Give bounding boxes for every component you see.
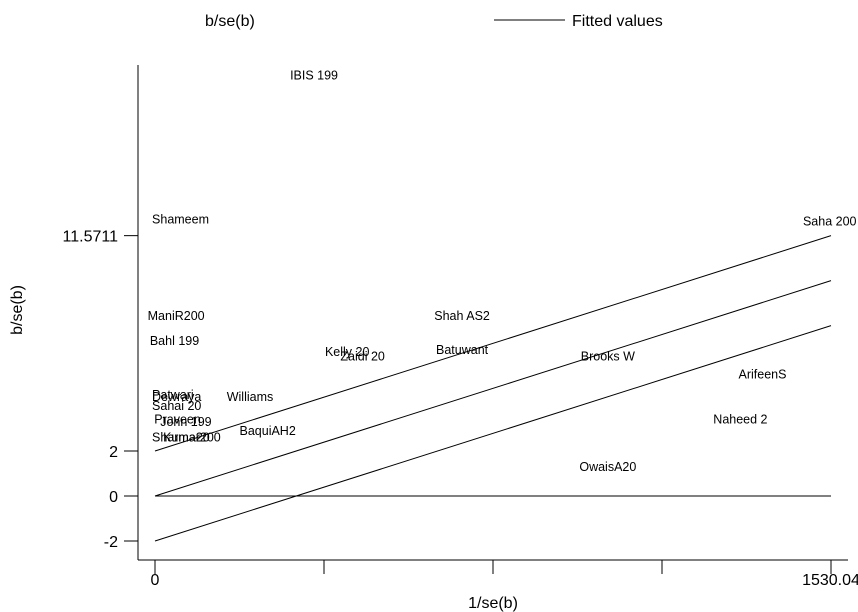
study-label: OwaisA20: [579, 460, 636, 474]
study-label: John 199: [160, 415, 211, 429]
study-label: BaquiAH2: [240, 424, 296, 438]
y-tick-label: 2: [109, 444, 118, 461]
study-label: IBIS 199: [290, 68, 338, 82]
fitted-lines: [154, 235, 832, 542]
x-axis-ticks: 0 1530.04: [151, 560, 858, 589]
study-label: Sharma20: [152, 431, 210, 445]
study-label: Shah AS2: [434, 309, 490, 323]
x-tick-label: 1530.04: [802, 572, 858, 589]
study-label: Naheed 2: [713, 413, 767, 427]
study-label: Dewraya: [152, 390, 201, 404]
study-label: ManiR200: [148, 309, 205, 323]
legend-entry-fitted-values: Fitted values: [572, 13, 663, 30]
x-axis-title: 1/se(b): [468, 595, 518, 612]
study-label: Kumar200: [163, 431, 221, 445]
y-axis-ticks: -2 0 2 11.5711: [63, 229, 138, 551]
fitted-line: [154, 235, 832, 452]
study-label: Batuwant: [436, 343, 489, 357]
study-label: Kelly 20: [325, 345, 370, 359]
fitted-line: [154, 325, 832, 542]
study-label: Williams: [227, 390, 274, 404]
study-label: Shameem: [152, 212, 209, 226]
fitted-line: [154, 280, 832, 497]
study-label: Zaidi 20: [340, 350, 385, 364]
y-tick-label: -2: [104, 534, 118, 551]
study-label: Bahl 199: [150, 334, 199, 348]
data-labels: IBIS 199 Shameem Saha 200 ManiR200 Bahl 199 S…: [148, 68, 857, 474]
study-label: Sahai 20: [152, 399, 201, 413]
study-label: Saha 200: [803, 215, 857, 229]
y-axis-title: b/se(b): [9, 285, 26, 335]
legend: b/se(b) Fitted values: [205, 13, 663, 30]
y-tick-label: 0: [109, 489, 118, 506]
study-label: Praveen: [154, 413, 201, 427]
x-tick-label: 0: [151, 572, 160, 589]
study-label: Patwari: [152, 388, 194, 402]
study-label: Brooks W: [581, 350, 635, 364]
legend-entry-bse: b/se(b): [205, 13, 255, 30]
y-tick-label: 11.5711: [63, 229, 119, 246]
study-label: ArifeenS: [739, 368, 787, 382]
